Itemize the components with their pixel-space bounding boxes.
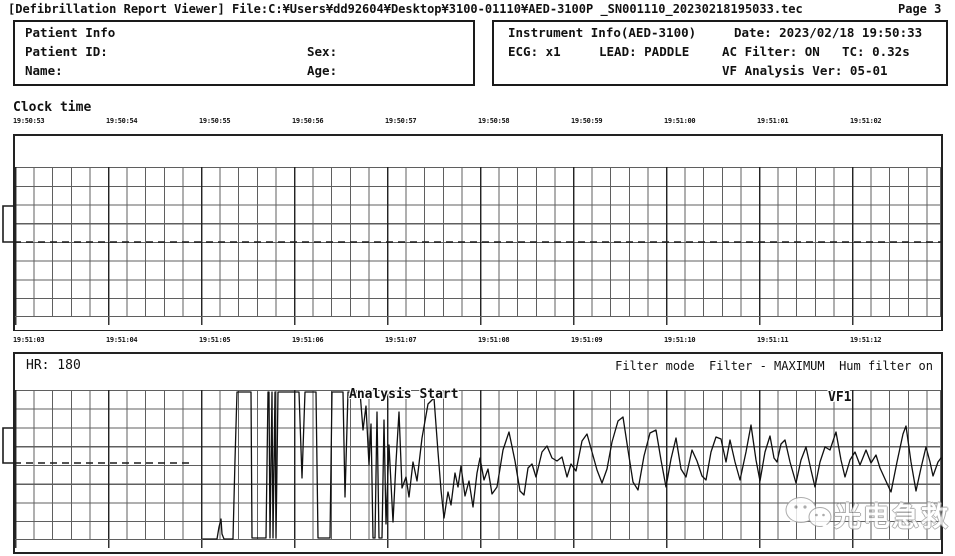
file-path: File:C:¥Users¥dd92604¥Desktop¥3100-01110… xyxy=(232,2,803,16)
page-number: Page 3 xyxy=(898,2,942,16)
ecg-strip1-box xyxy=(13,134,943,331)
timestamp-label: 19:51:02 xyxy=(850,117,882,125)
timestamp-label: 19:50:58 xyxy=(478,117,510,125)
ecg-strip1-grid xyxy=(15,167,941,317)
heart-rate-label: HR: 180 xyxy=(26,358,81,373)
clock-time-label: Clock time xyxy=(13,100,92,115)
timestamp-label: 19:51:10 xyxy=(664,336,696,344)
timestamp-label: 19:50:57 xyxy=(385,117,417,125)
strip2-timestamp-row: 19:51:03 19:51:04 19:51:05 19:51:06 19:51:07… xyxy=(13,336,953,346)
patient-info-box: Patient Info Patient ID: Sex: Name: Age: xyxy=(13,20,475,86)
instrument-lead: LEAD: PADDLE xyxy=(599,44,690,59)
ecg-strip1-second-ticks xyxy=(15,317,941,325)
ecg-strip2-grid xyxy=(15,390,941,540)
ecg-strip2-box: HR: 180 Filter mode Filter - MAXIMUM Hum… xyxy=(13,352,943,554)
instrument-date: Date: 2023/02/18 19:50:33 xyxy=(734,25,923,40)
ecg-annotation: VF1 xyxy=(828,390,852,405)
timestamp-label: 19:51:00 xyxy=(664,117,696,125)
timestamp-label: 19:50:53 xyxy=(13,117,45,125)
timestamp-label: 19:50:54 xyxy=(106,117,138,125)
instrument-ac-filter: AC Filter: ON xyxy=(722,44,820,59)
ecg-annotation: Analysis Start xyxy=(349,387,459,402)
timestamp-label: 19:51:05 xyxy=(199,336,231,344)
instrument-ecg: ECG: x1 xyxy=(508,44,561,59)
timestamp-label: 19:50:55 xyxy=(199,117,231,125)
timestamp-label: 19:51:04 xyxy=(106,336,138,344)
instrument-vf-version: VF Analysis Ver: 05-01 xyxy=(722,63,888,78)
timestamp-label: 19:51:09 xyxy=(571,336,603,344)
age-label: Age: xyxy=(307,63,338,78)
sex-label: Sex: xyxy=(307,44,338,59)
timestamp-label: 19:51:03 xyxy=(13,336,45,344)
ecg-strip2-second-ticks xyxy=(15,540,941,548)
strip1-timestamp-row: 19:50:53 19:50:54 19:50:55 19:50:56 19:50:57… xyxy=(13,117,953,127)
timestamp-label: 19:51:07 xyxy=(385,336,417,344)
filter-mode-label: Filter mode Filter - MAXIMUM Hum filter … xyxy=(615,359,933,373)
instrument-info-header: Instrument Info(AED-3100) xyxy=(508,25,697,40)
patient-info-header: Patient Info xyxy=(25,25,116,40)
timestamp-label: 19:51:06 xyxy=(292,336,324,344)
patient-id-label: Patient ID: xyxy=(25,44,108,59)
instrument-tc: TC: 0.32s xyxy=(842,44,910,59)
timestamp-label: 19:51:12 xyxy=(850,336,882,344)
timestamp-label: 19:50:56 xyxy=(292,117,324,125)
app-title: [Defibrillation Report Viewer] xyxy=(8,2,225,16)
instrument-info-box: Instrument Info(AED-3100) Date: 2023/02/… xyxy=(492,20,948,86)
title-bar: [Defibrillation Report Viewer] File:C:¥U… xyxy=(0,0,955,17)
name-label: Name: xyxy=(25,63,63,78)
timestamp-label: 19:51:08 xyxy=(478,336,510,344)
timestamp-label: 19:50:59 xyxy=(571,117,603,125)
timestamp-label: 19:51:11 xyxy=(757,336,789,344)
timestamp-label: 19:51:01 xyxy=(757,117,789,125)
